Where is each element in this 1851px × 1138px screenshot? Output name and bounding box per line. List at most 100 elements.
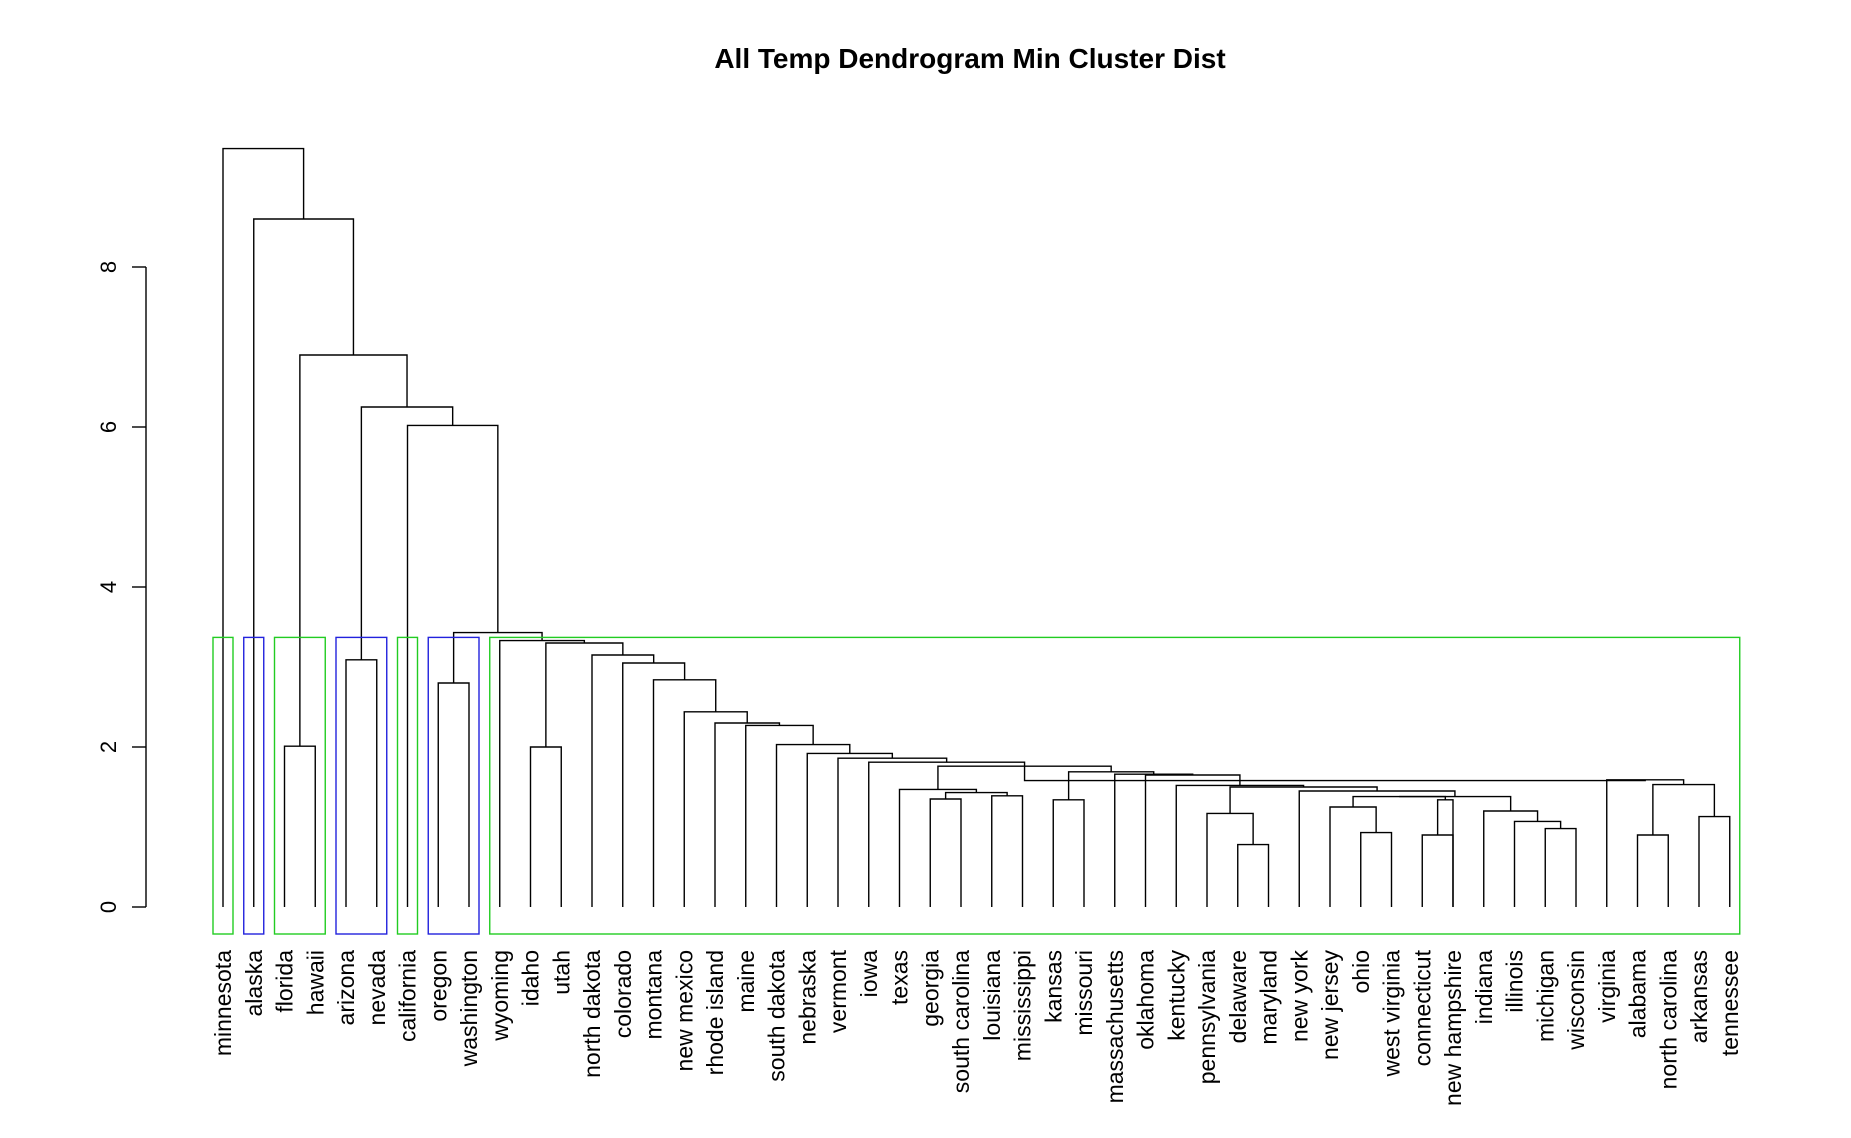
leaf-label: wisconsin [1563,950,1589,1051]
merge-link [1144,774,1241,907]
leaf-label: missouri [1071,950,1097,1036]
leaf-label: idaho [518,950,544,1006]
cluster-box [427,636,480,935]
merge-link [1483,810,1539,907]
merge-link [545,642,624,747]
leaf-label: vermont [825,949,851,1033]
leaf-label: kentucky [1163,950,1189,1041]
merge-link [253,218,355,907]
merge-link [1237,843,1270,907]
leaf-label: illinois [1502,950,1528,1013]
leaf-label: pennsylvania [1194,950,1220,1084]
merge-link [283,745,316,907]
leaf-label: nevada [364,950,390,1026]
merge-link [345,659,378,907]
leaf-label: tennessee [1717,950,1743,1056]
merge-link [1436,799,1454,907]
leaf-label: florida [272,950,298,1013]
merge-link [406,424,499,907]
leaf-label: new mexico [671,950,697,1071]
merge-link [1352,795,1447,807]
y-tick-label: 0 [96,901,121,913]
merge-link [868,761,1026,907]
merge-link [1206,812,1254,907]
leaf-label: delaware [1225,950,1251,1043]
dendrogram-links [222,147,1731,907]
leaf-label: kansas [1040,950,1066,1023]
leaf-labels: minnesota alaska florida hawaii arizona nevad… [210,949,1743,1106]
leaf-label: maryland [1256,950,1282,1045]
merge-link [1421,834,1454,907]
cluster-box [335,636,388,935]
leaf-label: rhode island [702,950,728,1075]
cluster-boxes [212,636,1741,935]
merge-link [1175,784,1305,907]
leaf-label: arkansas [1686,950,1712,1043]
merge-link [437,682,470,907]
merge-link [806,752,894,907]
leaf-label: washington [456,950,482,1067]
merge-link [1329,806,1377,907]
y-tick-label: 4 [96,581,121,593]
merge-link [929,798,962,907]
cluster-box [212,636,234,935]
merge-link [1544,827,1577,907]
leaf-label: oregon [425,950,451,1022]
leaf-label: oklahoma [1133,950,1159,1050]
leaf-label: new york [1286,950,1312,1043]
leaf-label: new jersey [1317,950,1343,1060]
merge-link [1636,834,1669,907]
merge-link [1513,820,1562,907]
leaf-label: west virginia [1379,950,1405,1078]
merge-link [1298,790,1456,907]
leaf-label: north carolina [1655,950,1681,1090]
merge-link [1067,771,1155,800]
merge-link [1052,799,1085,907]
merge-link [1114,773,1194,907]
leaf-label: utah [548,950,574,995]
merge-link [499,639,586,907]
merge-link [1023,766,1646,782]
cluster-box [243,636,265,935]
leaf-label: massachusetts [1102,950,1128,1103]
merge-link [714,722,781,907]
merge-link [775,743,851,907]
leaf-label: wyoming [487,950,513,1042]
merge-link [529,746,562,907]
merge-link [1698,815,1731,907]
merge-link [1360,831,1393,907]
leaf-label: minnesota [210,950,236,1056]
leaf-label: new hampshire [1440,950,1466,1106]
merge-link [683,711,748,907]
merge-link [745,724,814,907]
leaf-label: virginia [1594,950,1620,1023]
cluster-box [273,636,326,935]
merge-link [222,147,305,907]
y-tick-label: 6 [96,421,121,433]
leaf-label: montana [641,950,667,1040]
merge-link [1606,779,1685,907]
leaf-label: mississippi [1010,950,1036,1061]
leaf-label: hawaii [302,950,328,1015]
leaf-label: louisiana [979,950,1005,1041]
leaf-label: alaska [241,950,267,1017]
cluster-box [396,636,419,935]
merge-link [299,354,408,747]
y-axis: 0 2 4 6 8 [96,261,147,913]
merge-link [1652,783,1716,835]
leaf-label: connecticut [1409,949,1435,1066]
leaf-label: arizona [333,950,359,1026]
leaf-label: ohio [1348,950,1374,993]
leaf-label: michigan [1532,950,1558,1042]
merge-link [991,795,1024,907]
leaf-label: georgia [917,950,943,1027]
leaf-label: california [395,950,421,1042]
leaf-label: colorado [610,950,636,1038]
merge-link [1399,795,1512,811]
leaf-label: south dakota [764,950,790,1082]
leaf-label: iowa [856,950,882,998]
y-tick-label: 8 [96,261,121,273]
chart-title: All Temp Dendrogram Min Cluster Dist [714,43,1225,74]
leaf-label: texas [887,950,913,1005]
